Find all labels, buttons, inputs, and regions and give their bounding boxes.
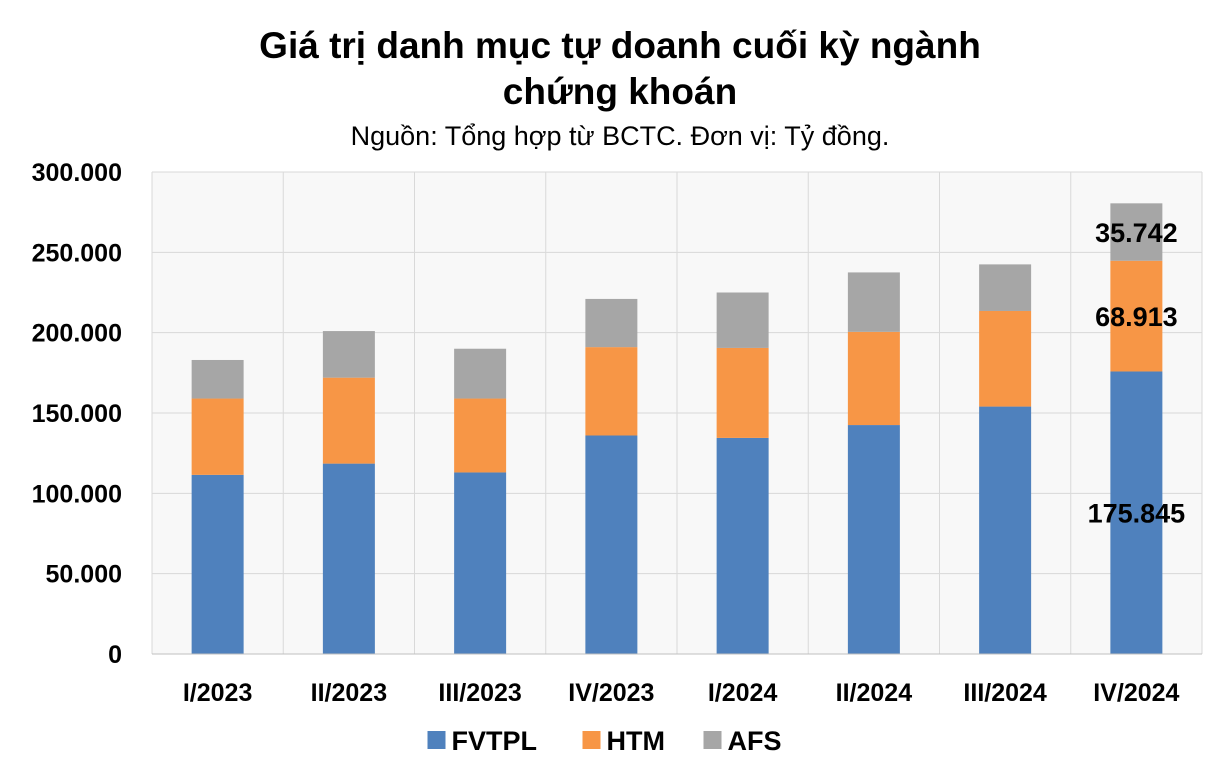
bar-fvtpl-7 <box>1110 371 1163 654</box>
x-tick-label: IV/2024 <box>1093 679 1179 707</box>
legend-label-afs: AFS <box>728 726 782 756</box>
bar-afs-5 <box>847 272 900 332</box>
bar-fvtpl-2 <box>454 472 507 654</box>
bar-htm-7 <box>1110 260 1163 372</box>
x-tick-label: IV/2023 <box>568 679 654 707</box>
bar-fvtpl-5 <box>847 425 900 654</box>
bar-fvtpl-0 <box>191 474 244 654</box>
legend-swatch-fvtpl <box>427 731 446 749</box>
x-tick-label: II/2024 <box>836 679 913 707</box>
bar-htm-0 <box>191 398 244 475</box>
data-label-fvtpl: 175.845 <box>1088 499 1186 529</box>
y-tick-label: 50.000 <box>46 561 122 589</box>
bar-htm-1 <box>322 377 375 464</box>
y-tick-label: 200.000 <box>32 320 122 348</box>
bar-afs-0 <box>191 359 244 399</box>
legend-label-htm: HTM <box>607 726 665 756</box>
y-tick-label: 150.000 <box>32 400 122 428</box>
bar-htm-5 <box>847 331 900 426</box>
bar-htm-4 <box>716 347 769 438</box>
y-tick-label: 300.000 <box>32 159 122 187</box>
bar-fvtpl-3 <box>585 435 638 654</box>
x-tick-label: II/2023 <box>311 679 387 707</box>
bar-htm-6 <box>979 310 1032 407</box>
x-axis: I/2023 II/2023 III/2023 IV/2023 I/2024 II/202… <box>152 653 1202 707</box>
bar-htm-2 <box>454 398 507 473</box>
bar-fvtpl-1 <box>322 463 375 654</box>
bar-afs-4 <box>716 292 769 348</box>
chart-title-line-1: Giá trị danh mục tự doanh cuối kỳ ngành <box>259 25 981 66</box>
y-tick-label: 0 <box>108 641 122 669</box>
y-tick-label: 250.000 <box>32 239 122 267</box>
legend-swatch-afs <box>703 731 722 749</box>
x-tick-label: I/2023 <box>183 679 253 707</box>
gridlines <box>151 171 1203 655</box>
legend-swatch-htm <box>582 731 601 749</box>
data-label-htm: 68.913 <box>1095 302 1178 332</box>
bar-fvtpl-6 <box>979 406 1032 654</box>
x-tick-label: I/2024 <box>708 679 778 707</box>
x-tick-label: III/2024 <box>963 679 1046 707</box>
bar-afs-3 <box>585 298 638 348</box>
data-label-afs: 35.742 <box>1095 218 1178 248</box>
bar-htm-3 <box>585 347 638 436</box>
y-axis: 0 50.000 100.000 150.000 200.000 250.000 300.0… <box>32 159 122 669</box>
y-tick-label: 100.000 <box>32 480 122 508</box>
data-labels: 175.845 68.913 35.742 <box>1088 218 1186 529</box>
legend: FVTPL HTM AFS <box>427 726 782 756</box>
bars <box>191 203 1163 654</box>
bar-fvtpl-4 <box>716 437 769 654</box>
bar-afs-1 <box>322 331 375 378</box>
x-tick-label: III/2023 <box>438 679 521 707</box>
chart-subtitle: Nguồn: Tổng hợp từ BCTC. Đơn vị: Tỷ đồng… <box>351 121 890 151</box>
chart-title-line-2: chứng khoán <box>503 71 737 112</box>
bar-afs-2 <box>454 348 507 399</box>
legend-label-fvtpl: FVTPL <box>452 726 538 756</box>
bar-afs-6 <box>979 264 1032 311</box>
bar-afs-7 <box>1110 203 1163 261</box>
